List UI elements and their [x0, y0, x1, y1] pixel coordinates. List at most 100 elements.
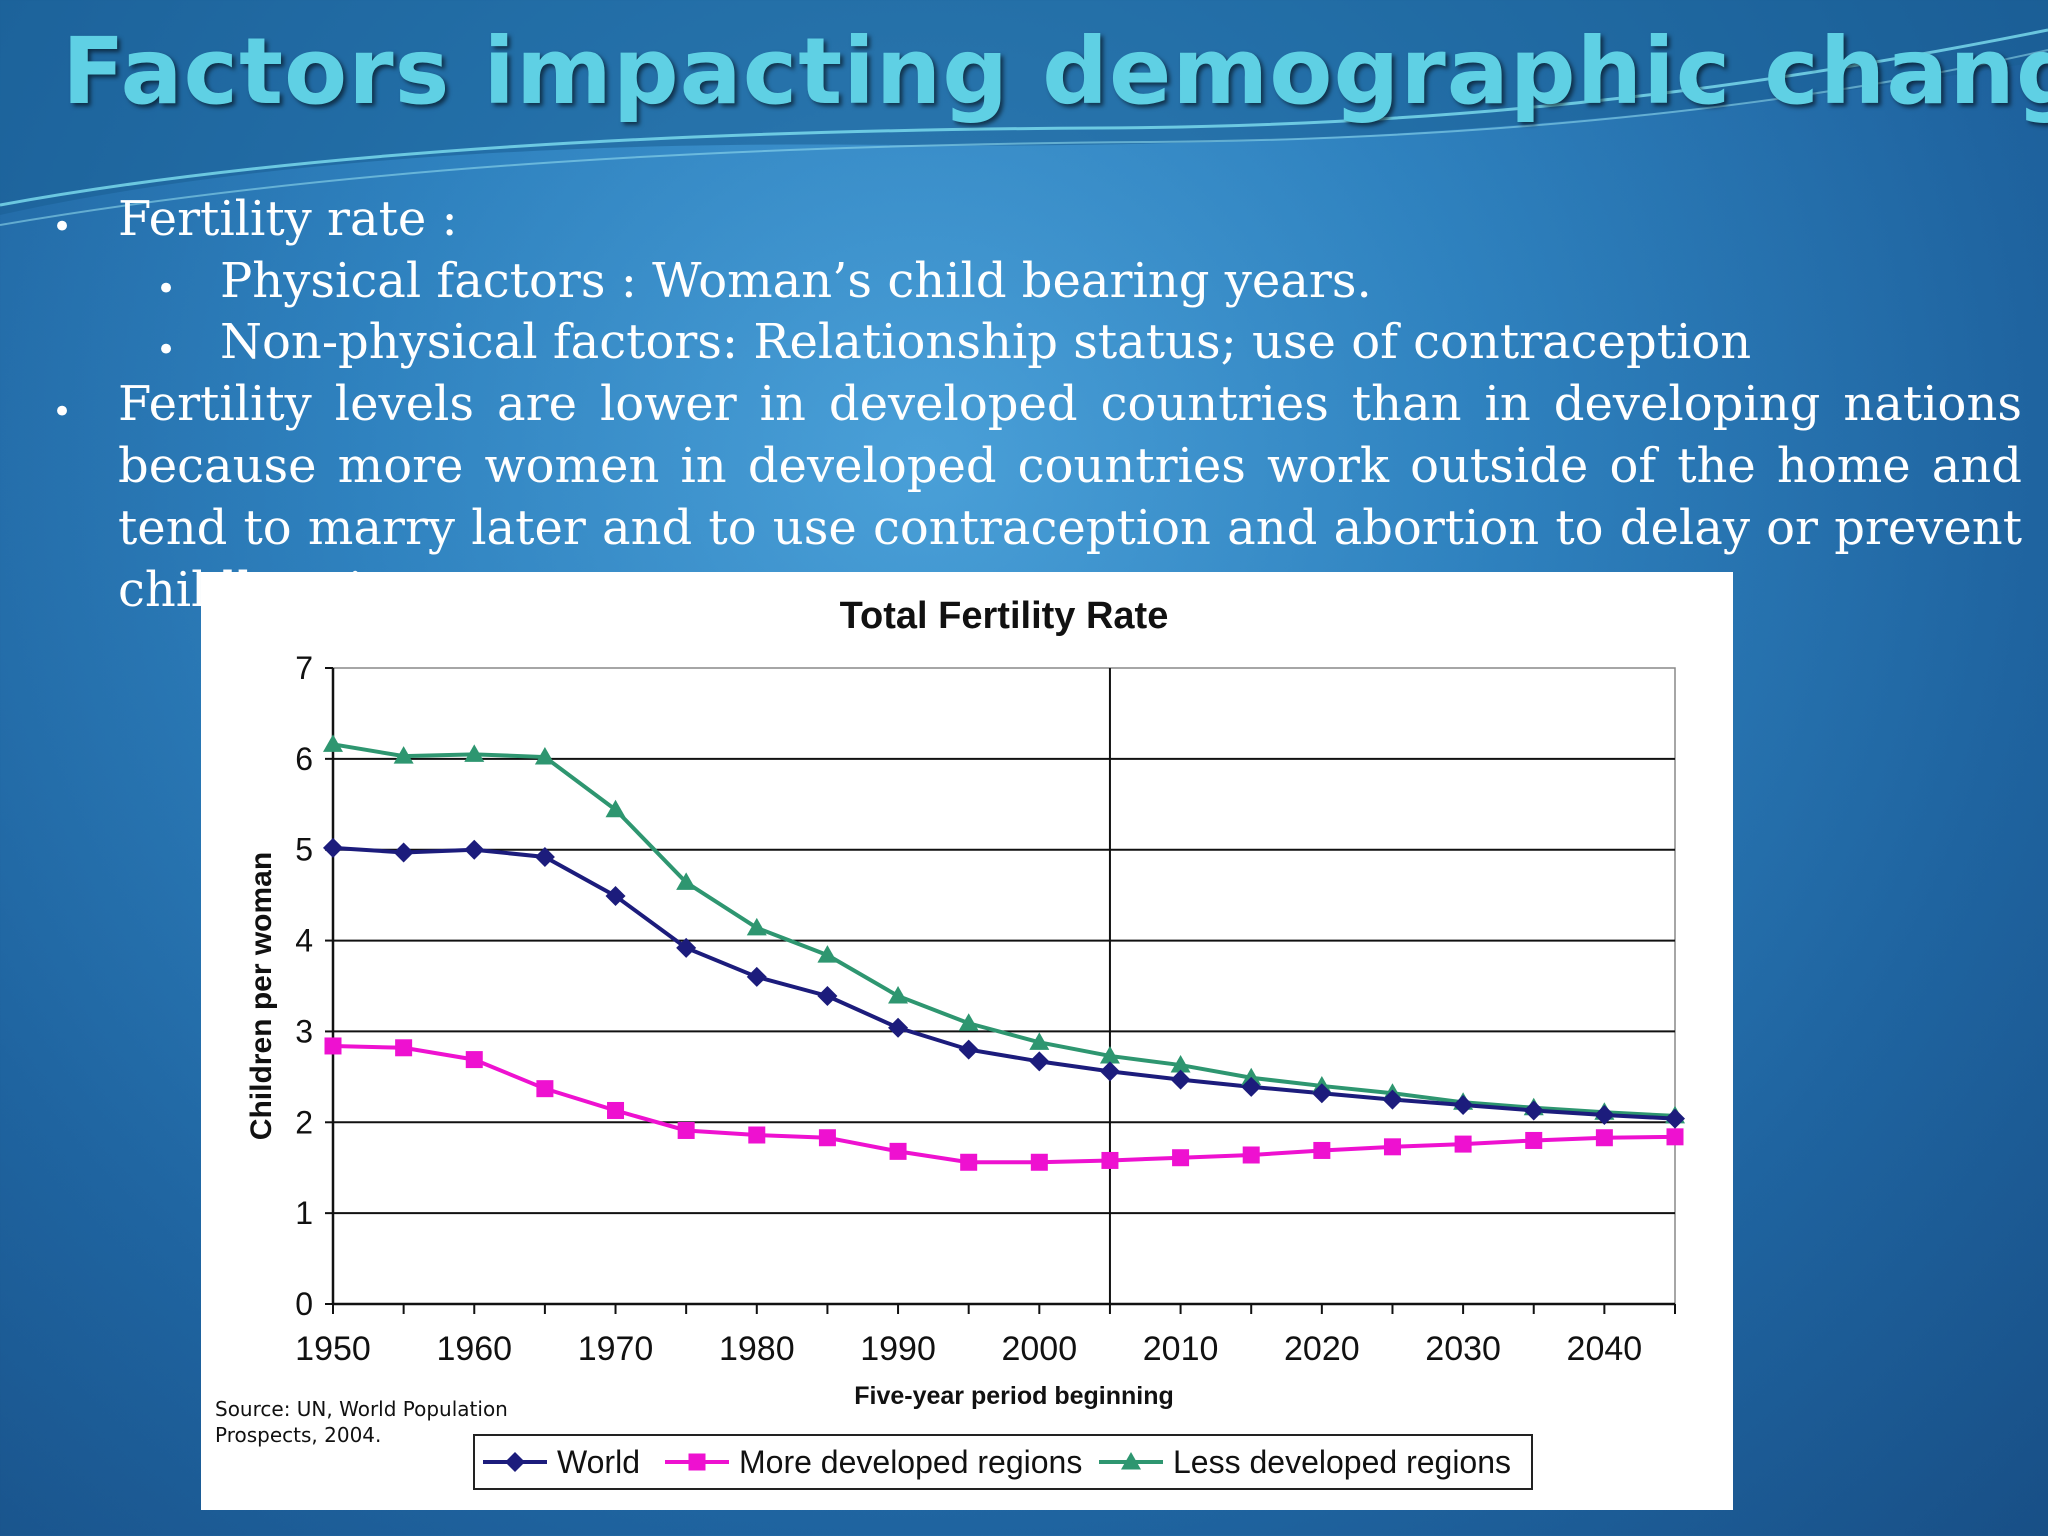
data-point-square: [1101, 1151, 1119, 1169]
y-tick-label: 4: [295, 923, 313, 959]
data-point-square: [1030, 1153, 1048, 1171]
source-line: Prospects, 2004.: [215, 1423, 382, 1447]
data-point-triangle: [605, 799, 626, 818]
data-point-diamond: [1453, 1095, 1474, 1116]
data-point-square: [677, 1121, 695, 1139]
bullet-item: Fertility levels are lower in developed …: [118, 376, 2022, 618]
title-swoosh-decoration: [0, 0, 2048, 226]
data-point-triangle: [1099, 1045, 1120, 1064]
data-point-square: [395, 1039, 413, 1057]
data-point-diamond: [534, 846, 555, 867]
x-tick-label: 1990: [860, 1330, 936, 1368]
data-point-triangle: [464, 744, 485, 762]
x-tick-label: 1970: [578, 1330, 654, 1368]
legend-label: World: [557, 1444, 640, 1480]
y-tick-label: 2: [295, 1104, 313, 1140]
x-tick-label: 2040: [1567, 1330, 1643, 1368]
bullet-item: Non-physical factors: Relationship statu…: [220, 314, 1752, 370]
data-point-square: [748, 1126, 766, 1144]
chart-source-note: Source: UN, World Population Prospects, …: [215, 1396, 508, 1448]
data-point-triangle: [534, 747, 555, 765]
legend-marker: [1121, 1452, 1141, 1470]
data-point-square: [889, 1142, 907, 1160]
data-point-diamond: [323, 837, 343, 858]
data-point-diamond: [1029, 1051, 1050, 1072]
data-point-square: [1666, 1128, 1684, 1146]
plot-frame: [332, 667, 1676, 1305]
data-point-square: [960, 1153, 978, 1171]
data-point-diamond: [1241, 1076, 1262, 1097]
data-point-triangle: [1241, 1067, 1262, 1086]
x-axis-label: Five-year period beginning: [854, 1382, 1174, 1410]
data-point-diamond: [464, 839, 485, 860]
series-line-diamond: [332, 845, 1676, 1121]
y-tick-label: 6: [295, 741, 313, 777]
data-point-triangle: [393, 746, 414, 764]
data-point-triangle: [1029, 1032, 1050, 1050]
data-point-diamond: [1170, 1069, 1191, 1090]
data-point-diamond: [1099, 1061, 1120, 1082]
data-point-diamond: [958, 1039, 979, 1060]
legend-items: World More developed regions Less develope…: [483, 1444, 1511, 1480]
data-point-triangle: [1170, 1055, 1191, 1073]
bullet-item: Fertility rate :: [118, 191, 458, 247]
chart-legend: World More developed regions Less develope…: [473, 1434, 1533, 1490]
series-line-triangle: [332, 742, 1676, 1118]
data-point-square: [1383, 1138, 1401, 1156]
x-tick-label: 2000: [1001, 1330, 1077, 1368]
y-tick-label: 5: [295, 832, 313, 868]
data-point-triangle: [323, 734, 343, 752]
source-line: Source: UN, World Population: [215, 1397, 508, 1421]
data-point-diamond: [746, 966, 767, 987]
data-point-diamond: [1594, 1105, 1615, 1126]
legend-marker: [505, 1452, 525, 1472]
data-point-triangle: [746, 917, 767, 936]
data-point-diamond: [676, 937, 697, 958]
data-point-square: [536, 1080, 554, 1098]
x-tick-label: 2020: [1284, 1330, 1360, 1368]
y-tick-label: 7: [295, 650, 313, 686]
bullet-marker: •: [52, 392, 73, 432]
bullet-marker: •: [156, 269, 177, 309]
y-tick-label: 0: [295, 1286, 313, 1322]
y-tick-label: 1: [295, 1195, 313, 1231]
y-axis-label: Children per woman: [245, 852, 278, 1140]
chart-title: Total Fertility Rate: [840, 595, 1169, 637]
data-point-square: [1242, 1146, 1260, 1164]
data-point-square: [465, 1051, 483, 1069]
data-point-square: [607, 1101, 625, 1119]
x-tick-label: 1960: [436, 1330, 512, 1368]
data-point-square: [1525, 1131, 1543, 1149]
data-point-diamond: [1523, 1100, 1544, 1121]
data-point-square: [324, 1037, 342, 1055]
x-tick-label: 1950: [295, 1330, 371, 1368]
data-point-diamond: [888, 1017, 909, 1038]
bullet-marker: •: [52, 207, 73, 247]
x-tick-label: 2010: [1143, 1330, 1219, 1368]
data-point-triangle: [888, 985, 909, 1004]
data-point-square: [1172, 1149, 1190, 1167]
legend-label: More developed regions: [739, 1444, 1082, 1480]
x-tick-label: 1980: [719, 1330, 795, 1368]
legend-marker: [688, 1453, 706, 1471]
x-tick-label: 2030: [1425, 1330, 1501, 1368]
data-point-triangle: [676, 872, 697, 890]
data-point-square: [818, 1129, 836, 1147]
data-point-square: [1595, 1129, 1613, 1147]
series-line-square: [332, 1043, 1676, 1165]
data-point-diamond: [817, 985, 838, 1006]
data-point-diamond: [1665, 1108, 1685, 1129]
data-point-diamond: [1382, 1089, 1403, 1110]
data-point-triangle: [817, 945, 838, 963]
slide-title: Factors impacting demographic change: [62, 18, 2048, 125]
data-point-diamond: [1311, 1083, 1332, 1104]
bullet-item: Physical factors : Woman’s child bearing…: [220, 253, 1372, 309]
data-point-diamond: [605, 886, 626, 907]
data-point-square: [1454, 1135, 1472, 1153]
data-point-diamond: [393, 842, 414, 863]
bullet-marker: •: [156, 330, 177, 370]
y-tick-label: 3: [295, 1013, 313, 1049]
fertility-chart: Total Fertility Rate 0 1 2 3 4 5 6 7 1950 1960 1970…: [201, 572, 1733, 1510]
legend-label: Less developed regions: [1173, 1444, 1511, 1480]
data-point-triangle: [958, 1013, 979, 1031]
